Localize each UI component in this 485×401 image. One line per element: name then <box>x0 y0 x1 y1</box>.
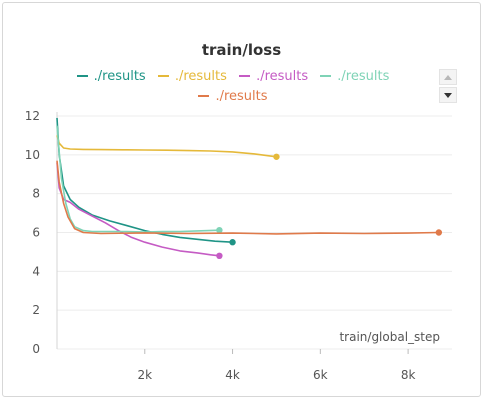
legend-scroll-control <box>439 69 459 105</box>
legend-item[interactable]: ./results <box>198 87 268 107</box>
series-line <box>56 125 220 233</box>
legend-item[interactable]: ./results <box>76 67 146 87</box>
legend-swatch <box>239 74 251 77</box>
series-end-point <box>435 229 443 236</box>
legend-label: ./results <box>256 69 309 84</box>
legend-swatch <box>157 74 169 77</box>
chevron-down-icon[interactable] <box>439 87 457 103</box>
y-tick-label: 8 <box>32 187 40 201</box>
legend-swatch <box>320 74 332 77</box>
legend-swatch <box>198 94 210 97</box>
chart-panel: train/loss ./results ./results ./results… <box>2 2 481 397</box>
y-tick-label: 10 <box>25 148 40 162</box>
y-tick-label: 2 <box>32 303 40 317</box>
x-tick-label: 6k <box>313 368 328 382</box>
y-tick-label: 12 <box>25 109 40 123</box>
x-tick-label: 8k <box>401 368 416 382</box>
legend-item[interactable]: ./results <box>320 67 389 87</box>
legend-label: ./results <box>337 69 390 84</box>
legend: ./results ./results ./results ./results … <box>43 67 423 107</box>
legend-label: ./results <box>93 69 146 84</box>
chart-title: train/loss <box>201 41 282 59</box>
series-line <box>56 160 439 235</box>
series-line <box>56 135 277 158</box>
legend-item[interactable]: ./results <box>239 67 308 87</box>
series-end-point <box>216 226 223 234</box>
y-tick-label: 4 <box>32 264 40 278</box>
legend-label: ./results <box>215 89 268 104</box>
x-tick-label: 2k <box>137 368 152 382</box>
y-tick-label: 0 <box>32 342 40 356</box>
x-axis-label: train/global_step <box>339 330 440 344</box>
legend-item[interactable]: ./results <box>157 67 227 87</box>
legend-label: ./results <box>174 69 227 84</box>
series-line <box>56 117 233 243</box>
series-end-point <box>229 239 236 246</box>
chevron-up-icon[interactable] <box>439 69 457 85</box>
x-tick-label: 4k <box>225 368 240 382</box>
series-end-point <box>273 153 280 160</box>
series-end-point <box>216 252 223 259</box>
legend-swatch <box>76 74 88 77</box>
y-tick-label: 6 <box>32 226 40 240</box>
